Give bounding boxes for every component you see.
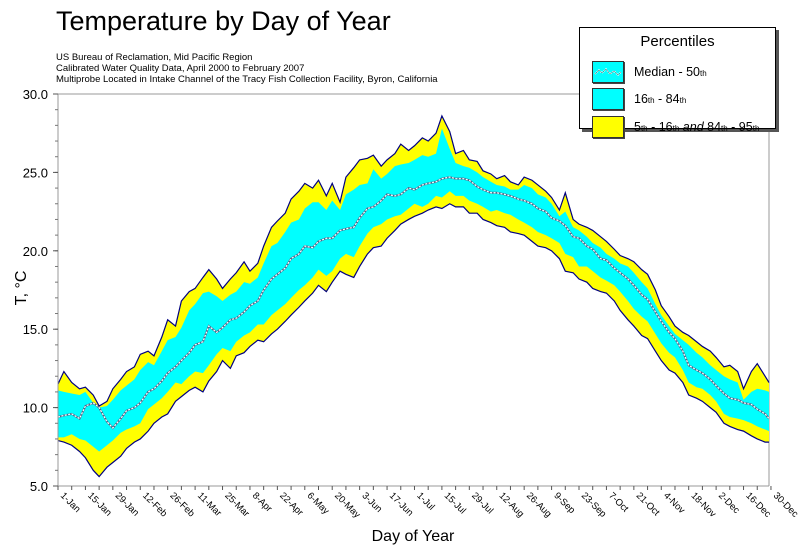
percentile-bands	[57, 114, 770, 478]
x-tick-label: 30-Dec	[771, 490, 800, 520]
x-tick-label: 11-Mar	[195, 490, 224, 519]
x-tick-label: 9-Sep	[551, 490, 577, 516]
x-tick-label: 1-Jan	[58, 490, 83, 515]
x-tick-label: 21-Oct	[634, 490, 662, 518]
legend-swatch-median	[592, 61, 624, 83]
line-5th-percentile	[57, 203, 769, 478]
x-axis-label: Day of Year	[372, 528, 455, 545]
x-tick-label: 22-Apr	[277, 490, 305, 518]
x-tick-label: 29-Jul	[469, 490, 495, 516]
x-tick-label: 26-Aug	[524, 490, 553, 519]
legend-swatch-outer-band	[592, 116, 624, 138]
x-tick-label: 26-Feb	[168, 490, 197, 519]
x-tick-label: 18-Nov	[689, 490, 719, 520]
y-axis-label: T, °C	[13, 271, 30, 306]
line-95th-percentile	[57, 114, 770, 407]
y-tick-label: 10.0	[23, 401, 48, 416]
x-tick-label: 29-Jan	[113, 490, 141, 518]
y-tick-label: 30.0	[23, 87, 48, 102]
y-tick-label: 15.0	[23, 322, 48, 337]
legend-item-inner-band: 16th - 84th	[592, 88, 686, 110]
legend-label-outer-band: 5th - 16th and 84th - 95th	[634, 120, 760, 134]
y-tick-label: 25.0	[23, 165, 48, 180]
legend-label-inner-band: 16th - 84th	[634, 92, 687, 106]
x-tick-label: 12-Aug	[497, 490, 526, 519]
chart-subtitle-dataset: Calibrated Water Quality Data, April 200…	[56, 63, 305, 74]
x-tick-label: 3-Jun	[360, 490, 385, 515]
x-tick-label: 4-Nov	[661, 490, 687, 516]
chart-subtitle-location: Multiprobe Located in Intake Channel of …	[56, 74, 438, 85]
x-tick-label: 16-Dec	[743, 490, 773, 520]
x-tick-label: 1-Jul	[414, 490, 436, 512]
y-tick-label: 5.0	[30, 479, 48, 494]
x-tick-label: 2-Dec	[716, 490, 742, 516]
line-median	[57, 176, 770, 429]
legend-label-median: Median - 50th	[634, 65, 707, 79]
x-tick-label: 8-Apr	[250, 490, 274, 514]
x-tick-label: 23-Sep	[579, 490, 608, 519]
chart-subtitle-source: US Bureau of Reclamation, Mid Pacific Re…	[56, 52, 253, 63]
x-tick-label: 15-Jan	[85, 490, 113, 518]
x-tick-label: 25-Mar	[222, 490, 251, 519]
band-16th-84th	[58, 128, 769, 452]
legend: Percentiles Median - 50th 16th - 84th 5t…	[579, 27, 776, 138]
x-tick-label: 6-May	[305, 490, 332, 517]
y-tick-label: 20.0	[23, 244, 48, 259]
x-tick-label: 17-Jun	[387, 490, 415, 518]
x-tick-label: 7-Oct	[606, 490, 630, 514]
legend-swatch-inner-band	[592, 88, 624, 110]
chart-title: Temperature by Day of Year	[56, 6, 391, 36]
x-tick-label: 20-May	[332, 490, 362, 520]
x-axis: 1-Jan 15-Jan 29-Jan 12-Feb26-Feb11-Mar25-Ma…	[57, 485, 800, 521]
x-tick-label: 15-Jul	[442, 490, 468, 516]
legend-item-outer-band: 5th - 16th and 84th - 95th	[592, 116, 759, 138]
x-tick-label: 12-Feb	[140, 490, 169, 519]
y-axis: 5.0 10.0 15.0 20.0 25.0 30.0	[23, 87, 59, 494]
legend-title: Percentiles	[640, 33, 715, 50]
legend-item-median: Median - 50th	[592, 61, 707, 83]
